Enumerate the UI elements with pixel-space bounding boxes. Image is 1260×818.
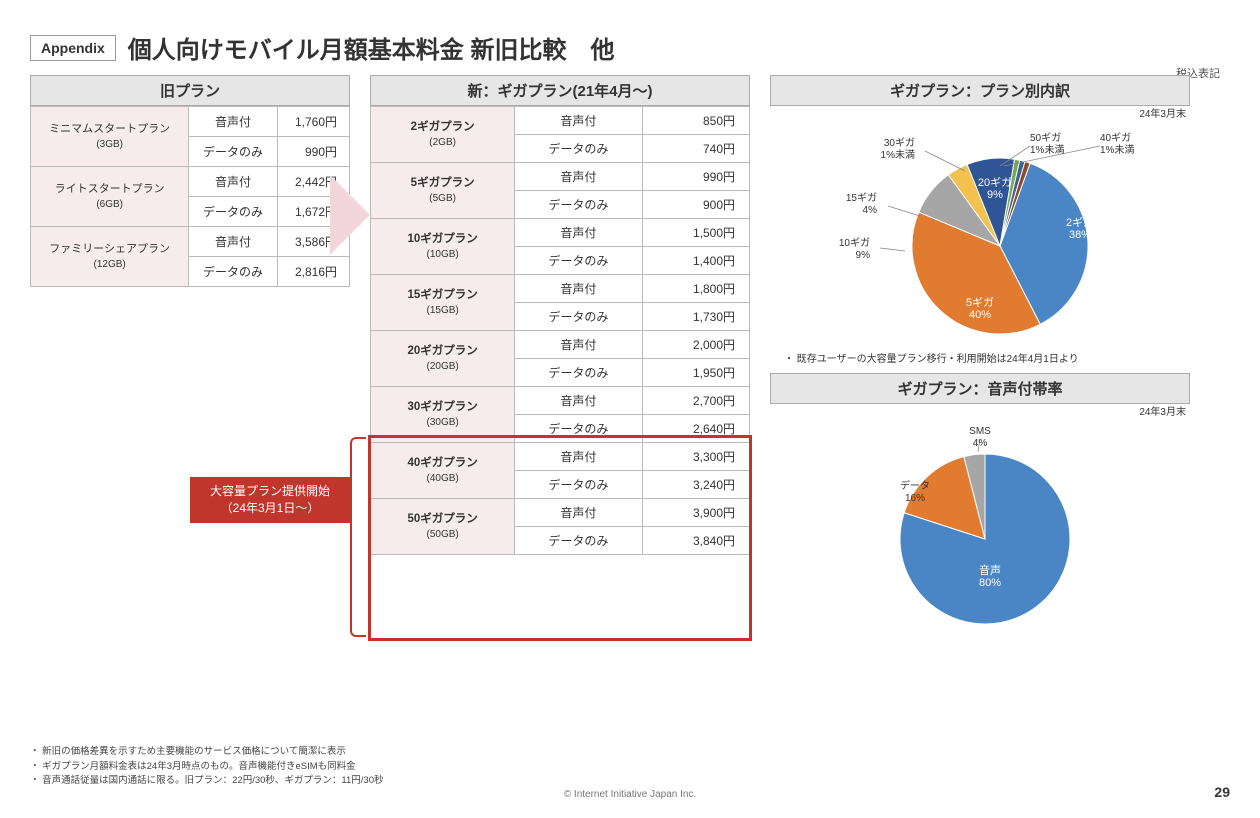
pie-label: 38%	[1069, 229, 1091, 241]
pie2-block: ギガプラン：音声付帯率 24年3月末 音声80% データ16% SMS4%	[770, 373, 1190, 634]
pie1-note: 既存ユーザーの大容量プラン移行・利用開始は24年4月1日より	[784, 350, 1190, 365]
table-row: 2ギガプラン(2GB)	[371, 107, 515, 163]
appendix-badge: Appendix	[30, 35, 116, 61]
pie-label: 1%未満	[881, 149, 915, 161]
page-title: 個人向けモバイル月額基本料金 新旧比較 他	[128, 30, 615, 65]
table-row: 10ギガプラン(10GB)	[371, 219, 515, 275]
callout-line2: （24年3月1日～）	[194, 500, 346, 517]
table-row: 20ギガプラン(20GB)	[371, 331, 515, 387]
table-row: ライトスタートプラン(6GB)	[31, 167, 189, 227]
pie-label: 2ギガ	[1066, 216, 1094, 229]
table-row: 5ギガプラン(5GB)	[371, 163, 515, 219]
arrow-icon	[330, 175, 370, 255]
footnote-line: 新旧の価格差異を示すため主要機能のサービス価格について簡潔に表示	[30, 745, 383, 759]
footnote-line: 音声通話従量は国内通話に限る。旧プラン：22円/30秒、ギガプラン：11円/30…	[30, 774, 383, 788]
pie1-date: 24年3月末	[1139, 105, 1186, 120]
footnote-line: ギガプラン月額料金表は24年3月時点のもの。音声機能付きeSIMも同料金	[30, 760, 383, 774]
old-plans-table: ミニマムスタートプラン(3GB)音声付1,760円データのみ990円ライトスター…	[30, 106, 350, 287]
table-row: 40ギガプラン(40GB)	[371, 443, 515, 499]
pie-label: 15ギガ	[846, 192, 877, 204]
pie-label: 9%	[987, 189, 1003, 201]
pie-label: 20ギガ	[978, 176, 1012, 189]
large-plan-callout: 大容量プラン提供開始 （24年3月1日～）	[190, 477, 350, 523]
pie-label: 80%	[979, 577, 1001, 589]
new-plans-table: 2ギガプラン(2GB)音声付850円データのみ740円5ギガプラン(5GB)音声…	[370, 106, 750, 555]
copyright: © Internet Initiative Japan Inc.	[564, 789, 696, 800]
new-plans-header: 新：ギガプラン(21年4月～)	[370, 75, 750, 106]
page-number: 29	[1214, 784, 1230, 800]
pie-label: 16%	[905, 493, 925, 504]
pie-label: 40%	[969, 309, 991, 321]
pie-label: SMS	[969, 426, 991, 437]
pie-label: 30ギガ	[884, 137, 915, 149]
pie-label: 音声	[979, 563, 1001, 577]
pie-label: 4%	[973, 438, 988, 449]
pie2-header: ギガプラン：音声付帯率	[770, 373, 1190, 404]
pie-label: 50ギガ	[1030, 132, 1061, 144]
pie-label: 9%	[856, 250, 871, 261]
charts-column: ギガプラン：プラン別内訳 24年3月末 2ギガ38%5ギガ40%10ギガ9%15…	[770, 75, 1190, 642]
old-plans-header: 旧プラン	[30, 75, 350, 106]
bracket-icon	[350, 437, 366, 637]
pie-label: データ	[900, 479, 930, 492]
old-plans-column: 旧プラン ミニマムスタートプラン(3GB)音声付1,760円データのみ990円ラ…	[30, 75, 350, 287]
footnotes: 新旧の価格差異を示すため主要機能のサービス価格について簡潔に表示ギガプラン月額料…	[30, 745, 383, 788]
new-plans-column: 新：ギガプラン(21年4月～) 2ギガプラン(2GB)音声付850円データのみ7…	[370, 75, 750, 555]
pie1-block: ギガプラン：プラン別内訳 24年3月末 2ギガ38%5ギガ40%10ギガ9%15…	[770, 75, 1190, 365]
table-row: 30ギガプラン(30GB)	[371, 387, 515, 443]
table-row: ミニマムスタートプラン(3GB)	[31, 107, 189, 167]
pie-label: 4%	[863, 205, 878, 216]
pie2-date: 24年3月末	[1139, 403, 1186, 418]
pie-label: 5ギガ	[966, 296, 994, 309]
callout-line1: 大容量プラン提供開始	[194, 483, 346, 500]
pie-label: 10ギガ	[839, 237, 870, 249]
pie-label: 1%未満	[1100, 144, 1134, 156]
table-row: ファミリーシェアプラン(12GB)	[31, 227, 189, 287]
table-row: 15ギガプラン(15GB)	[371, 275, 515, 331]
pie1-chart: 2ギガ38%5ギガ40%10ギガ9%15ギガ4%20ギガ9%30ギガ1%未満50…	[800, 116, 1160, 346]
table-row: 50ギガプラン(50GB)	[371, 499, 515, 555]
pie2-chart: 音声80% データ16% SMS4%	[830, 414, 1130, 634]
pie-label: 40ギガ	[1100, 132, 1131, 144]
pie1-header: ギガプラン：プラン別内訳	[770, 75, 1190, 106]
